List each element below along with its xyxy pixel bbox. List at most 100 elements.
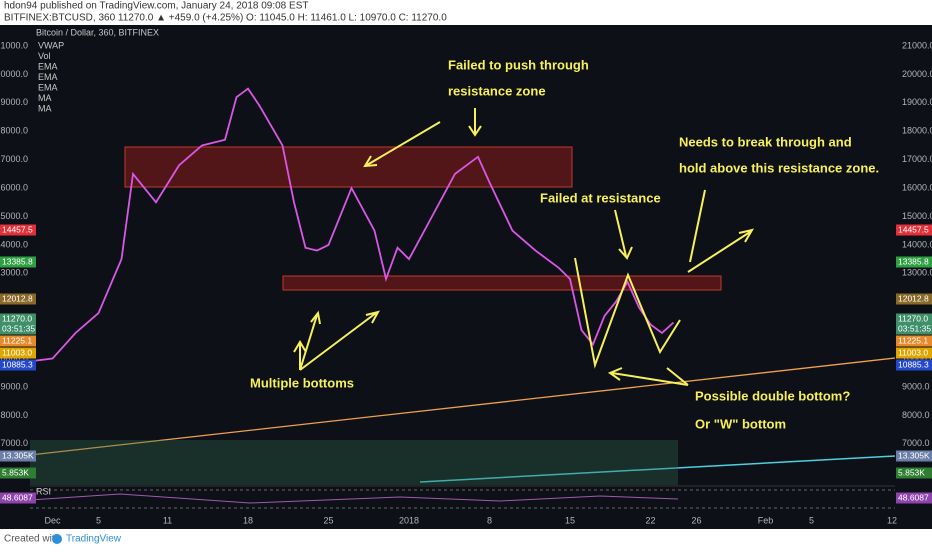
resistance-zone: [124, 146, 573, 188]
legend-entry: MA: [38, 93, 52, 103]
price-label: 5.853K: [898, 467, 925, 477]
y-tick-label: 20000.0: [0, 69, 28, 79]
price-label-bg: [896, 224, 932, 236]
price-label-bg: [896, 359, 932, 371]
price-label-bg: [896, 293, 932, 305]
legend-entry: VWAP: [38, 40, 64, 50]
y-tick-label: 14000.0: [902, 239, 932, 249]
y-tick-label: 21000.0: [0, 40, 28, 50]
volume-band: [30, 440, 678, 485]
rsi-line: [29, 493, 679, 504]
y-tick-label: 13000.0: [902, 268, 932, 278]
price-label: 5.853K: [2, 467, 29, 477]
annotation: Failed to push through: [448, 57, 589, 72]
price-label-bg: [896, 256, 932, 268]
header-line: BITFINEX:BTCUSD, 360 11270.0 ▲ +459.0 (+…: [4, 13, 447, 24]
y-tick-label: 20000.0: [902, 69, 932, 79]
y-tick-label: 17000.0: [0, 154, 28, 164]
price-label: 11003.0: [2, 347, 32, 357]
y-tick-label: 14000.0: [0, 239, 28, 249]
price-label: 10885.3: [898, 359, 929, 369]
x-tick-label: 22: [645, 515, 655, 525]
y-tick-label: 17000.0: [902, 154, 932, 164]
x-tick-label: 26: [691, 515, 701, 525]
y-tick-label: 16000.0: [0, 182, 28, 192]
x-tick-label: Dec: [44, 515, 61, 525]
price-label: 13.305K: [2, 450, 34, 460]
price-label-bg: [0, 347, 36, 359]
y-tick-label: 7000.0: [0, 438, 28, 448]
price-label-bg: [896, 492, 932, 504]
price-label: 14457.5: [898, 224, 929, 234]
price-label: 03:51:35: [898, 323, 931, 333]
price-label-bg: [896, 335, 932, 347]
legend-entry: Vol: [38, 51, 51, 61]
price-label-bg: [0, 313, 36, 325]
footer-bg: [0, 529, 932, 550]
x-tick-label: 8: [487, 515, 492, 525]
x-tick-label: 5: [809, 515, 814, 525]
y-tick-label: 15000.0: [0, 211, 28, 221]
y-tick-label: 7000.0: [902, 438, 930, 448]
rsi-label: RSI: [36, 486, 51, 496]
price-label-bg: [0, 359, 36, 371]
price-label-bg: [0, 224, 36, 236]
y-tick-label: 19000.0: [902, 97, 932, 107]
price-label: 11225.1: [2, 335, 32, 345]
price-label: 12012.8: [2, 293, 33, 303]
annotation: Needs to break through and: [679, 134, 852, 149]
x-tick-label: 5: [96, 515, 101, 525]
x-tick-label: Feb: [758, 515, 774, 525]
price-label: 11270.0: [2, 313, 32, 323]
price-label: 11270.0: [898, 313, 928, 323]
y-tick-label: 15000.0: [902, 211, 932, 221]
price-label-bg: [0, 256, 36, 268]
footer-brand: TradingView: [66, 534, 122, 545]
price-label: 14457.5: [2, 224, 33, 234]
y-tick-label: 9000.0: [0, 381, 28, 391]
price-label: 03:51:35: [2, 323, 35, 333]
price-label: 13385.8: [898, 256, 929, 266]
y-tick-label: 13000.0: [0, 268, 28, 278]
legend-entry: MA: [38, 103, 52, 113]
legend-entry: EMA: [38, 82, 58, 92]
price-label: 11003.0: [898, 347, 928, 357]
legend-entry: EMA: [38, 61, 58, 71]
x-tick-label: 18: [243, 515, 253, 525]
price-label: 48.6087: [898, 492, 929, 502]
price-label-bg: [896, 313, 932, 325]
price-label-bg: [0, 323, 36, 335]
y-tick-label: 18000.0: [0, 126, 28, 136]
price-label: 13385.8: [2, 256, 33, 266]
price-label: 48.6087: [2, 492, 33, 502]
trend-line: [419, 455, 896, 483]
annotation: Multiple bottoms: [250, 375, 354, 390]
annotation-arrows: [293, 108, 755, 386]
price-label-bg: [896, 467, 932, 479]
chart-title: Bitcoin / Dollar, 360, BITFINEX: [36, 27, 159, 37]
x-tick-label: 12: [887, 515, 897, 525]
price-label-bg: [896, 450, 932, 462]
price-line: [29, 87, 675, 363]
x-tick-label: 15: [565, 515, 575, 525]
y-tick-label: 19000.0: [0, 97, 28, 107]
price-label: 10885.3: [2, 359, 33, 369]
price-label-bg: [0, 335, 36, 347]
price-label-bg: [896, 323, 932, 335]
price-label: 11225.1: [898, 335, 928, 345]
price-label-bg: [0, 492, 36, 504]
legend-entry: EMA: [38, 72, 58, 82]
annotation: resistance zone: [448, 83, 546, 98]
header-line: hdon94 published on TradingView.com, Jan…: [4, 1, 308, 12]
logo: [52, 534, 62, 544]
price-label: 12012.8: [898, 293, 929, 303]
y-tick-label: 8000.0: [902, 410, 930, 420]
y-tick-label: 18000.0: [902, 126, 932, 136]
y-tick-label: 21000.0: [902, 40, 932, 50]
annotation: Or "W" bottom: [695, 416, 786, 431]
annotation: Possible double bottom?: [695, 388, 850, 403]
trend-line: [29, 357, 896, 456]
price-label-bg: [0, 450, 36, 462]
y-tick-label: 9000.0: [902, 381, 930, 391]
